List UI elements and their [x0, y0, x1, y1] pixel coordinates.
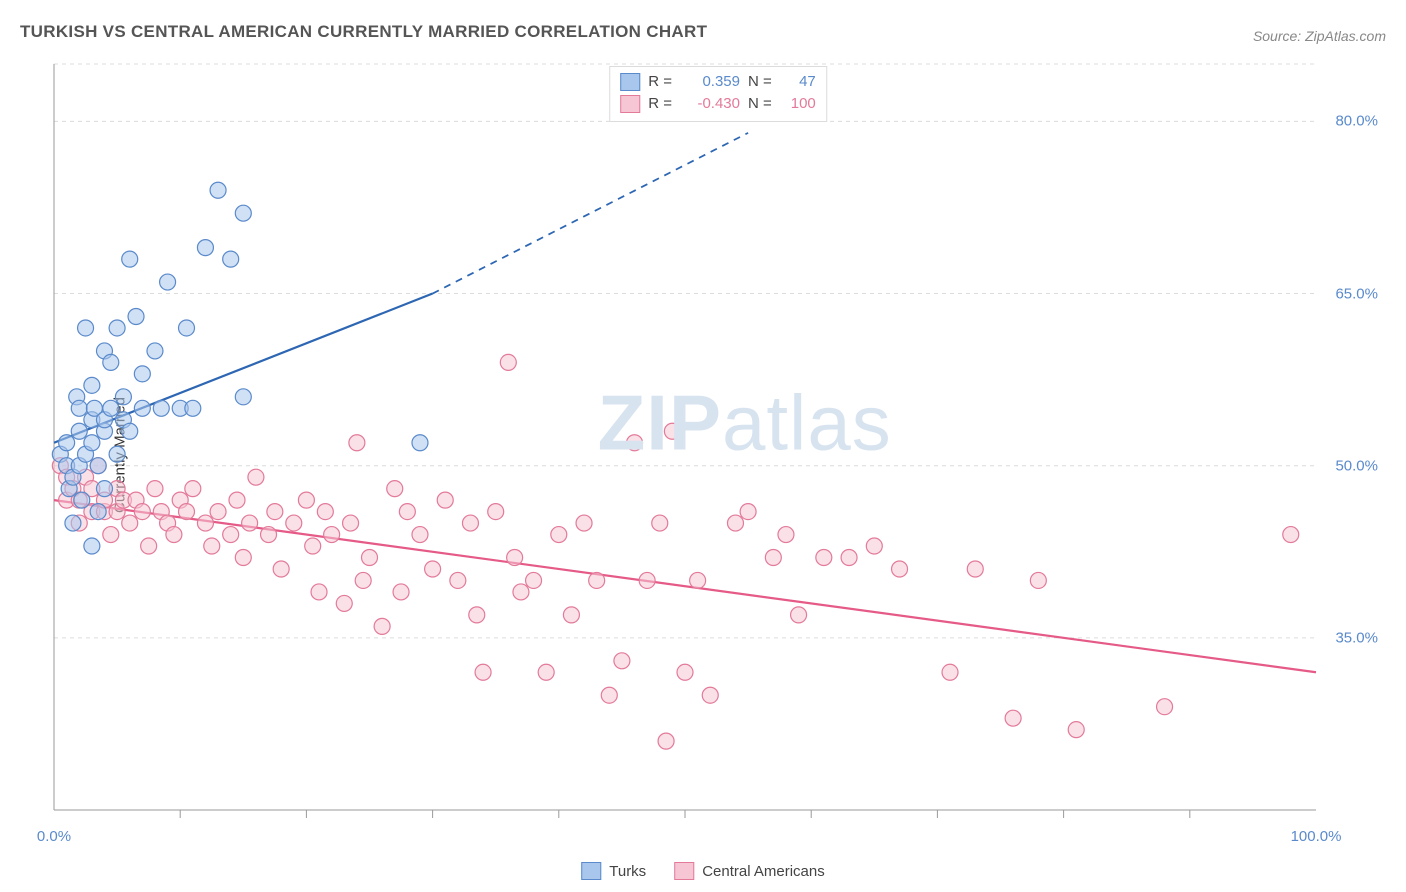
n-value-turks: 47	[780, 71, 816, 93]
n-label: N =	[748, 93, 772, 115]
legend-swatch-central	[674, 862, 694, 880]
swatch-turks	[620, 73, 640, 91]
r-label: R =	[648, 71, 672, 93]
source-label: Source: ZipAtlas.com	[1253, 28, 1386, 44]
scatter-plot-svg	[50, 60, 1386, 850]
r-label: R =	[648, 93, 672, 115]
legend-label-central: Central Americans	[702, 863, 825, 880]
ytick-label: 50.0%	[1335, 457, 1378, 474]
legend-swatch-turks	[581, 862, 601, 880]
legend-item-central: Central Americans	[674, 862, 825, 880]
stats-row-central: R = -0.430 N = 100	[620, 93, 816, 115]
legend: Turks Central Americans	[581, 862, 825, 880]
legend-label-turks: Turks	[609, 863, 646, 880]
n-label: N =	[748, 71, 772, 93]
chart-title: TURKISH VS CENTRAL AMERICAN CURRENTLY MA…	[20, 22, 707, 42]
stats-row-turks: R = 0.359 N = 47	[620, 71, 816, 93]
ytick-label: 80.0%	[1335, 113, 1378, 130]
r-value-central: -0.430	[680, 93, 740, 115]
swatch-central	[620, 95, 640, 113]
ytick-label: 65.0%	[1335, 285, 1378, 302]
plot-area: Currently Married R = 0.359 N = 47 R = -…	[50, 60, 1386, 850]
ytick-label: 35.0%	[1335, 629, 1378, 646]
n-value-central: 100	[780, 93, 816, 115]
correlation-stats-box: R = 0.359 N = 47 R = -0.430 N = 100	[609, 66, 827, 122]
r-value-turks: 0.359	[680, 71, 740, 93]
xtick-label: 100.0%	[1291, 828, 1342, 845]
legend-item-turks: Turks	[581, 862, 646, 880]
xtick-label: 0.0%	[37, 828, 71, 845]
